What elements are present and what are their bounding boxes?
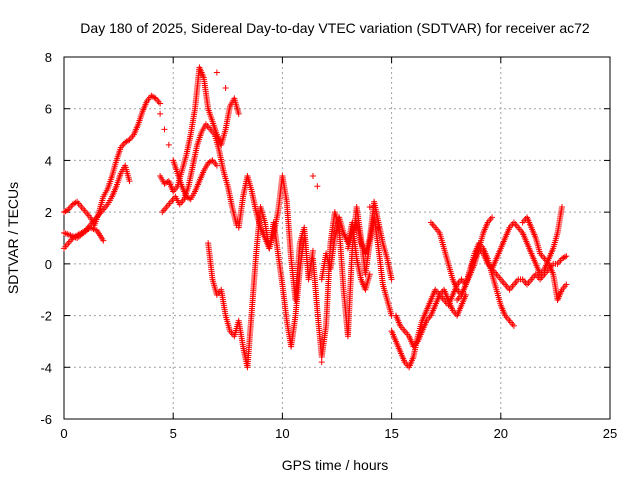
data-point xyxy=(213,162,220,169)
y-tick-label: 4 xyxy=(45,153,52,168)
y-tick-label: 2 xyxy=(45,205,52,220)
data-point xyxy=(366,203,373,210)
y-axis-label: SDTVAR / TECUs xyxy=(5,182,21,294)
gridlines xyxy=(64,57,610,419)
data-point xyxy=(161,126,168,133)
data-point xyxy=(125,137,132,144)
y-tick-label: -2 xyxy=(40,309,52,324)
x-tick-label: 10 xyxy=(275,426,289,441)
y-tick-label: 0 xyxy=(45,257,52,272)
data-point xyxy=(213,69,220,76)
x-axis-label: GPS time / hours xyxy=(282,457,389,473)
data-points xyxy=(61,64,570,371)
chart-title: Day 180 of 2025, Sidereal Day-to-day VTE… xyxy=(80,20,590,36)
data-point xyxy=(388,276,395,283)
data-point xyxy=(100,237,107,244)
data-point xyxy=(63,207,70,214)
data-point xyxy=(157,100,164,107)
data-point xyxy=(558,203,565,210)
x-tick-label: 0 xyxy=(60,426,67,441)
data-point xyxy=(126,178,133,185)
data-point xyxy=(165,141,172,148)
data-point xyxy=(375,224,382,231)
x-tick-label: 5 xyxy=(170,426,177,441)
data-point xyxy=(208,158,215,165)
data-point xyxy=(72,199,79,206)
data-point xyxy=(309,247,316,254)
data-point xyxy=(222,85,229,92)
data-point xyxy=(563,253,570,260)
data-point xyxy=(314,183,321,190)
y-tick-label: -4 xyxy=(40,360,52,375)
data-point xyxy=(157,110,164,117)
x-tick-label: 20 xyxy=(494,426,508,441)
data-point xyxy=(489,214,496,221)
data-point xyxy=(186,195,193,202)
data-point xyxy=(309,172,316,179)
data-point xyxy=(510,322,517,329)
y-axis-ticks: -6 -4 -2 0 2 4 6 8 xyxy=(40,50,610,427)
y-tick-label: 6 xyxy=(45,102,52,117)
data-point xyxy=(235,110,242,117)
data-point xyxy=(151,94,158,101)
data-point xyxy=(318,359,325,366)
plot-frame xyxy=(63,56,611,420)
data-point xyxy=(561,253,568,260)
x-tick-label: 25 xyxy=(603,426,617,441)
y-tick-label: 8 xyxy=(45,50,52,65)
x-axis-ticks: 0 5 10 15 20 25 xyxy=(60,57,617,441)
data-point xyxy=(301,235,308,241)
data-point xyxy=(366,271,373,278)
y-tick-label: -6 xyxy=(40,412,52,427)
data-point xyxy=(563,281,570,288)
x-tick-label: 15 xyxy=(384,426,398,441)
